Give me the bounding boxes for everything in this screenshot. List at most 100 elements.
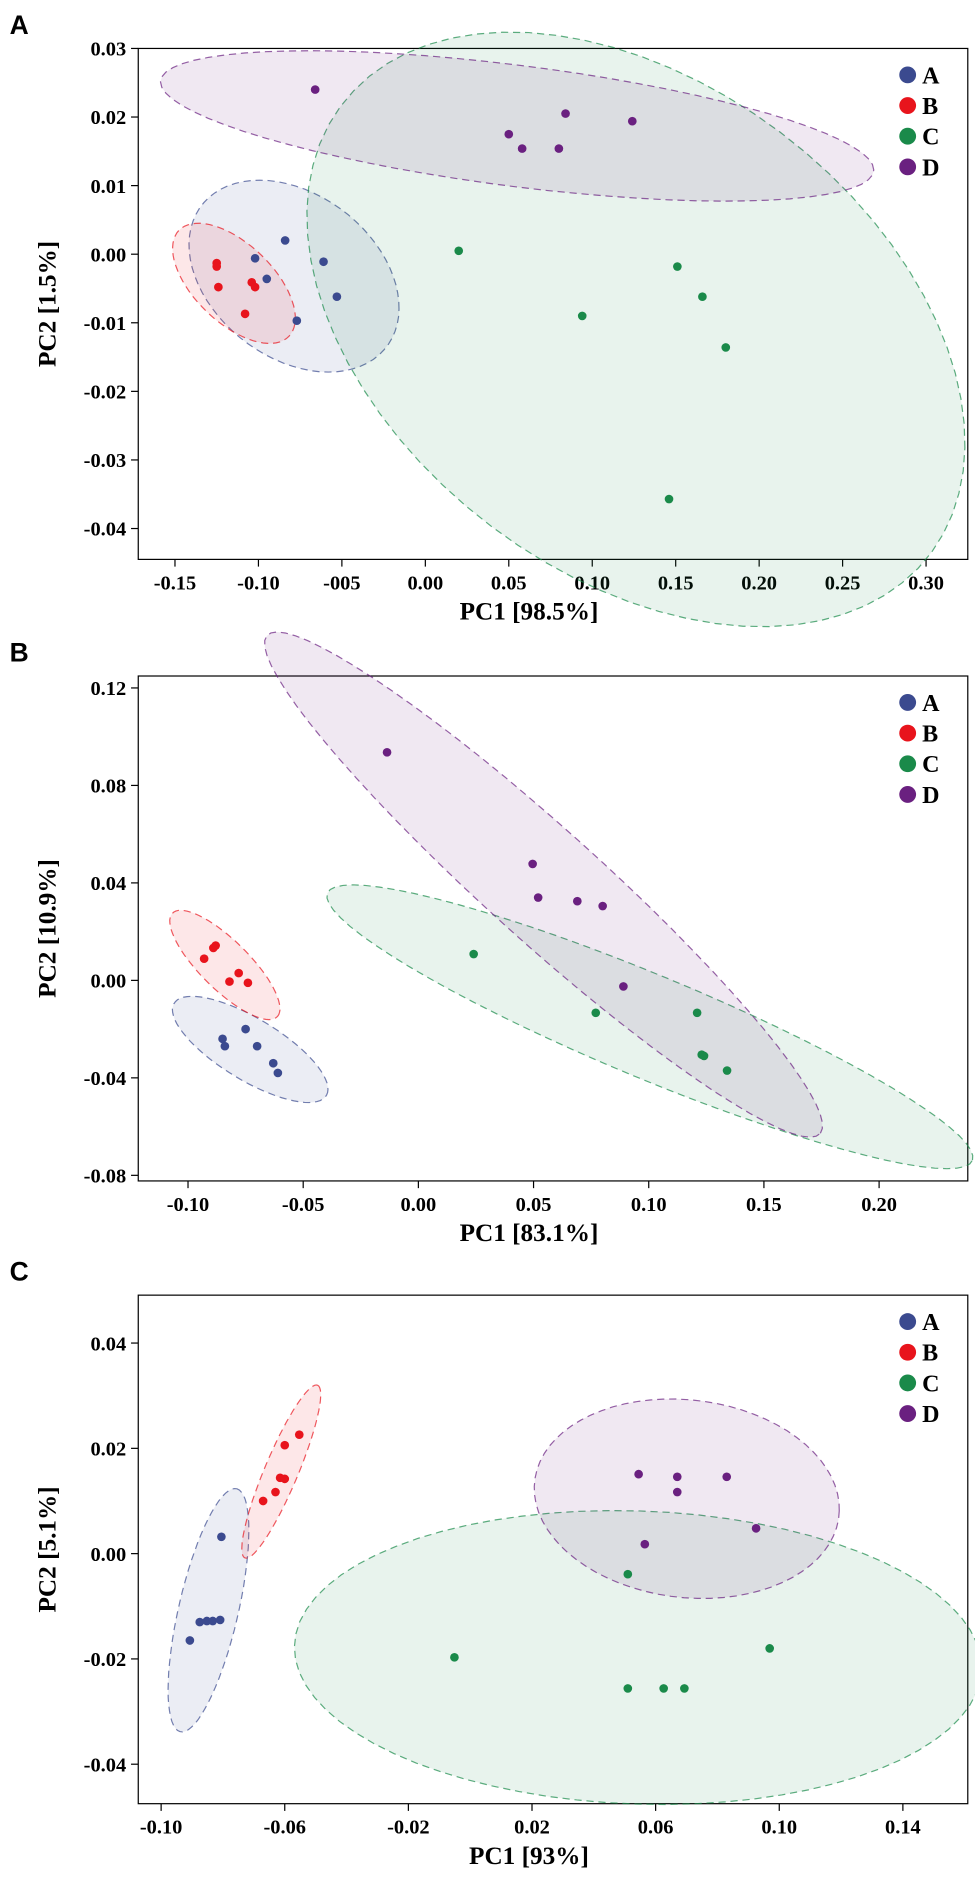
point [672,1487,682,1497]
legend-label: D [922,155,939,181]
panel: A -0.15 -0.10 -005 0.00 0.05 0.10 0.15 0.20 0.25 0… [10,10,969,628]
point [619,982,628,991]
y-tick-label: -0.01 [84,313,127,335]
point [310,85,320,94]
confidence-ellipse [172,222,296,344]
confidence-ellipse [159,50,875,202]
point [554,144,564,153]
y-tick-label: -0.04 [84,519,127,541]
legend-marker [899,724,917,742]
y-tick-label: 0.02 [90,107,126,129]
legend-label: D [922,783,939,809]
x-tick-label: 0.10 [574,572,610,594]
x-tick-label: -0.15 [154,572,197,594]
plot-frame [137,47,969,560]
point [217,1532,226,1542]
point [195,1617,205,1627]
point [185,1636,195,1645]
point [528,859,537,869]
x-tick-label: 0.00 [407,572,443,594]
y-tick-label: -0.04 [84,1068,127,1090]
y-tick-label: 0.01 [90,176,126,198]
x-tick-label: -0.10 [237,572,280,594]
point [211,941,220,950]
legend-marker [899,127,917,145]
point [751,1524,761,1533]
panel-label: C [10,1257,29,1287]
point [258,1496,268,1506]
point [659,1684,668,1693]
point [262,274,272,284]
point [623,1684,633,1693]
y-axis-title: PC2 [1.5%] [34,241,61,367]
confidence-ellipse [264,631,823,1138]
x-tick-label: -005 [323,572,360,594]
confidence-ellipse [293,1509,975,1806]
point [765,1644,775,1653]
x-tick-label: 0.15 [746,1194,782,1216]
panel: B -0.10 -0.05 0.00 0.05 0.10 0.15 0.20 0.12 0.08 0… [10,631,974,1247]
x-tick-label: 0.20 [741,572,777,594]
panel: C -0.10 -0.06 -0.02 0.02 0.06 0.10 0.14 0.04 0.02… [10,1257,975,1870]
point [208,1616,218,1626]
point [623,1569,633,1579]
point [268,1058,278,1068]
x-tick-label: 0.06 [638,1817,674,1839]
legend-label: C [922,125,939,151]
point [627,116,637,126]
point [220,1041,230,1051]
point [591,1008,601,1018]
point [240,309,250,319]
x-tick-label: -0.10 [167,1194,210,1216]
x-tick-label: -0.10 [140,1817,183,1839]
y-tick-label: 0.00 [90,1544,126,1566]
point [319,257,328,267]
point [640,1539,650,1549]
point [722,1472,732,1482]
point [273,1068,283,1078]
legend-marker [899,694,917,711]
point [215,1615,225,1625]
legend-label: A [922,691,940,717]
point [332,292,342,302]
x-tick-label: -0.06 [263,1817,306,1839]
x-tick-label: 0.05 [516,1194,552,1216]
legend-marker [899,158,917,176]
y-tick-label: 0.04 [90,1333,126,1355]
y-tick-label: 0.03 [90,39,126,61]
point [721,343,731,352]
x-tick-label: 0.00 [400,1194,436,1216]
panel-label: B [10,638,29,668]
legend-marker [899,66,917,84]
point [664,494,674,504]
confidence-ellipse [306,31,966,628]
legend-label: C [922,1371,939,1397]
point [234,968,244,978]
legend-marker [899,755,917,773]
x-tick-label: 0.25 [825,572,861,594]
point [598,901,607,911]
x-axis-title: PC1 [98.5%] [460,599,599,626]
point [218,1034,227,1044]
x-tick-label: 0.10 [631,1194,667,1216]
y-tick-label: 0.04 [90,873,126,895]
y-tick-label: -0.04 [84,1754,127,1776]
legend-marker [899,1313,917,1331]
point [450,1653,459,1662]
legend-marker [899,786,917,803]
x-tick-label: 0.10 [761,1817,797,1839]
point [577,311,587,321]
x-tick-label: 0.02 [514,1817,550,1839]
point [252,1041,262,1051]
y-tick-label: 0.12 [90,678,126,700]
panel-label: A [10,10,29,40]
y-tick-label: -0.03 [84,450,127,472]
point [517,144,527,153]
legend-label: B [922,722,938,748]
x-axis-title: PC1 [83.1%] [460,1220,599,1247]
point [292,316,302,326]
point [250,282,260,292]
y-tick-label: 0.08 [90,776,126,798]
confidence-ellipse [241,1384,322,1559]
